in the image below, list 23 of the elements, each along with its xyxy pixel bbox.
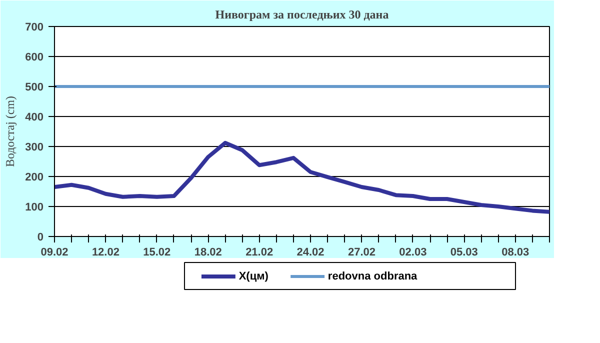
y-tick-label: 200: [25, 172, 44, 184]
x-tick-label: 08.03: [502, 246, 530, 258]
chart-title: Нивограм за последњих 30 дана: [215, 8, 389, 22]
x-tick-label: 02.03: [399, 246, 427, 258]
y-tick-label: 600: [25, 52, 44, 64]
legend-label: redovna odbrana: [328, 270, 418, 282]
x-tick-label: 18.02: [194, 246, 222, 258]
y-tick-label: 300: [25, 142, 44, 154]
x-tick-label: 12.02: [92, 246, 120, 258]
y-tick-label: 400: [25, 112, 44, 124]
x-tick-label: 24.02: [296, 246, 324, 258]
x-tick-label: 27.02: [348, 246, 376, 258]
x-tick-label: 15.02: [143, 246, 171, 258]
x-tick-label: 09.02: [40, 246, 68, 258]
x-tick-label: 05.03: [450, 246, 478, 258]
line-series: [54, 140, 550, 214]
y-tick-label: 0: [37, 232, 44, 244]
y-tick-label: 100: [25, 202, 44, 214]
legend-label: X(цм): [238, 270, 269, 282]
y-tick-label: 700: [25, 22, 44, 34]
y-axis-title: Водостај (cm): [3, 96, 18, 168]
y-tick-label: 500: [25, 82, 44, 94]
x-tick-label: 21.02: [246, 246, 274, 258]
